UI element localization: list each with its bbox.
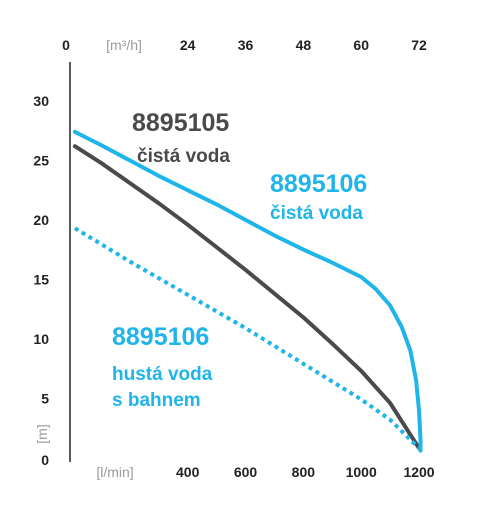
y-tick-label: 5 xyxy=(41,390,49,406)
x-tick-label: 800 xyxy=(292,464,316,480)
series-line-2 xyxy=(72,129,423,453)
annotation-a3-desc1: hustá voda xyxy=(112,364,213,385)
annotations: 8895105 čistá voda 8895106 čistá voda 889510… xyxy=(112,109,367,411)
x-tick-label: 600 xyxy=(234,464,258,480)
annotation-a2-code: 8895106 xyxy=(270,170,367,198)
y-tick-label: 25 xyxy=(33,152,49,168)
annotation-a1-desc: čistá voda xyxy=(137,146,230,167)
x-top-unit-label: [m³/h] xyxy=(106,37,142,53)
x-unit-label: [l/min] xyxy=(96,464,133,480)
y-origin-label: 0 xyxy=(41,452,49,468)
y-tick-label: 30 xyxy=(33,93,49,109)
series-line-1 xyxy=(72,144,421,451)
x-top-tick-label: 36 xyxy=(238,37,254,53)
series-layer xyxy=(72,129,423,453)
series-line-3 xyxy=(73,226,421,450)
annotation-a3-desc2: s bahnem xyxy=(112,390,201,411)
x-tick-label: 400 xyxy=(176,464,200,480)
labels-layer: 5 10 15 20 25 30 0 [m] 400 600 800 1000 1200 [l/min] 0… xyxy=(33,37,434,480)
x-tick-label: 1200 xyxy=(403,464,434,480)
x-tick-label: 1000 xyxy=(346,464,377,480)
x-top-origin-label: 0 xyxy=(62,37,70,53)
x-top-tick-label: 24 xyxy=(180,37,196,53)
y-tick-label: 10 xyxy=(33,331,49,347)
annotation-a1-code: 8895105 xyxy=(132,109,229,137)
annotation-a2-desc: čistá voda xyxy=(270,203,363,224)
x-top-tick-label: 72 xyxy=(411,37,427,53)
y-tick-label: 15 xyxy=(33,271,49,287)
x-top-tick-label: 60 xyxy=(353,37,369,53)
annotation-a3-code: 8895106 xyxy=(112,323,209,351)
y-unit-label: [m] xyxy=(34,424,50,443)
y-tick-label: 20 xyxy=(33,212,49,228)
x-top-tick-label: 48 xyxy=(296,37,312,53)
